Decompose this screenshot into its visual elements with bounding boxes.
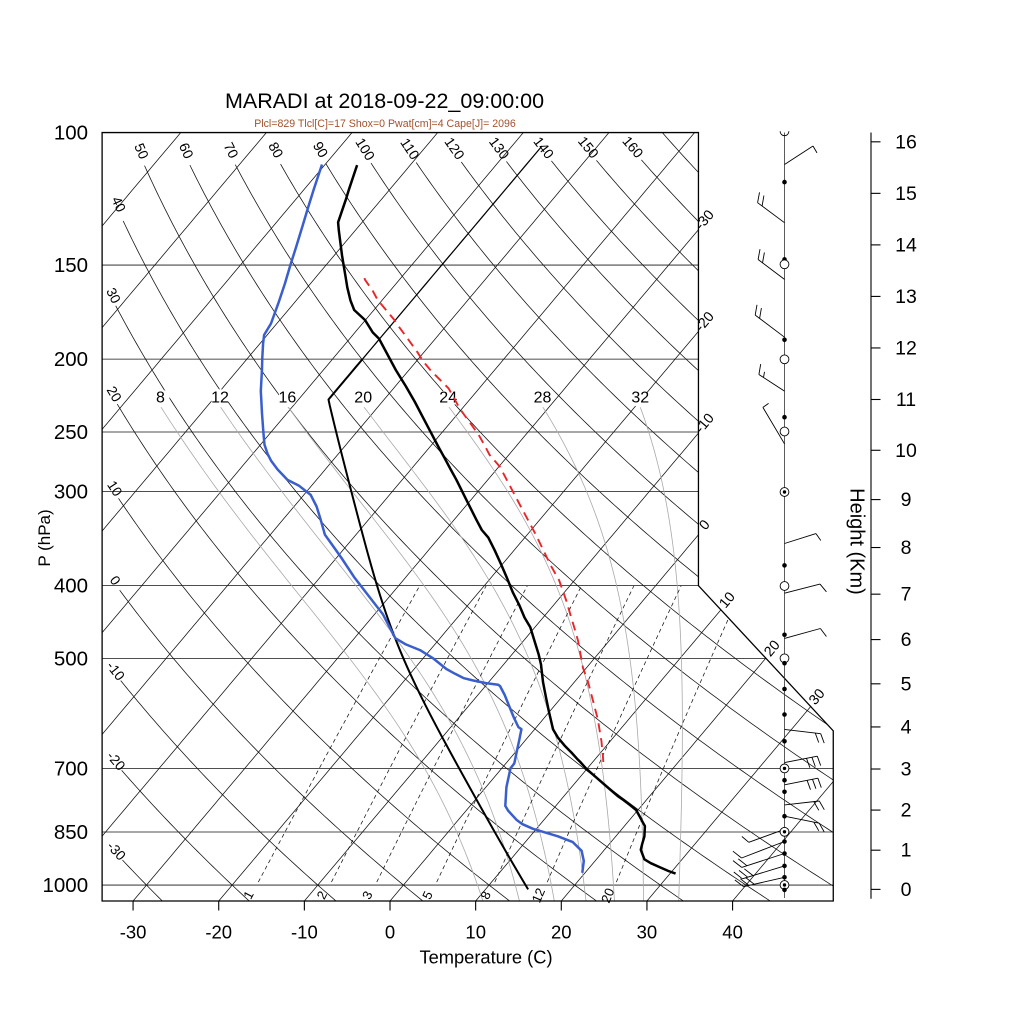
svg-text:60: 60 (176, 140, 197, 161)
svg-text:850: 850 (54, 821, 88, 844)
svg-text:15: 15 (895, 183, 917, 205)
svg-text:200: 200 (54, 348, 88, 371)
svg-text:40: 40 (722, 922, 743, 943)
svg-text:16: 16 (895, 131, 917, 153)
svg-text:30: 30 (637, 922, 658, 943)
svg-text:20: 20 (104, 384, 125, 405)
svg-text:13: 13 (895, 286, 917, 308)
svg-text:20: 20 (551, 922, 572, 943)
svg-text:Temperature (C): Temperature (C) (419, 947, 552, 968)
svg-text:9: 9 (901, 489, 912, 511)
svg-text:8: 8 (156, 389, 165, 406)
svg-text:3: 3 (901, 759, 912, 781)
svg-text:MARADI at 2018-09-22_09:00:00: MARADI at 2018-09-22_09:00:00 (225, 89, 544, 113)
svg-text:40: 40 (109, 194, 129, 214)
svg-text:300: 300 (54, 481, 88, 504)
svg-text:12: 12 (529, 886, 548, 905)
svg-text:10: 10 (465, 922, 486, 943)
svg-text:250: 250 (54, 421, 88, 444)
svg-text:0: 0 (901, 879, 912, 901)
svg-text:16: 16 (279, 389, 297, 406)
svg-text:28: 28 (534, 389, 552, 406)
svg-text:5: 5 (901, 673, 912, 695)
svg-text:70: 70 (221, 140, 242, 161)
svg-text:12: 12 (211, 389, 229, 406)
svg-text:24: 24 (439, 389, 457, 406)
svg-text:14: 14 (895, 234, 917, 256)
svg-text:1000: 1000 (42, 874, 88, 897)
svg-text:-20: -20 (205, 922, 232, 943)
svg-text:90: 90 (310, 139, 332, 161)
svg-text:32: 32 (631, 389, 649, 406)
svg-text:1: 1 (901, 840, 912, 862)
svg-text:10: 10 (104, 478, 125, 499)
svg-text:2: 2 (901, 800, 912, 822)
svg-text:30: 30 (103, 285, 123, 306)
svg-text:7: 7 (901, 584, 912, 606)
svg-text:500: 500 (54, 647, 88, 670)
svg-text:400: 400 (54, 575, 88, 598)
svg-text:P (hPa): P (hPa) (35, 509, 54, 566)
svg-text:4: 4 (901, 716, 912, 738)
svg-text:-10: -10 (291, 922, 318, 943)
svg-text:700: 700 (54, 757, 88, 780)
svg-text:12: 12 (895, 338, 917, 360)
svg-text:50: 50 (131, 141, 152, 162)
svg-text:8: 8 (901, 537, 912, 559)
svg-text:150: 150 (54, 254, 88, 277)
svg-text:6: 6 (901, 629, 912, 651)
svg-text:10: 10 (895, 440, 917, 462)
svg-text:20: 20 (598, 886, 617, 905)
svg-text:100: 100 (54, 122, 88, 145)
svg-text:Plcl=829 Tlcl[C]=17 Shox=0 Pwa: Plcl=829 Tlcl[C]=17 Shox=0 Pwat[cm]=4 Ca… (254, 118, 516, 130)
svg-text:20: 20 (354, 389, 372, 406)
svg-text:Height (Km): Height (Km) (846, 488, 868, 595)
svg-text:11: 11 (896, 389, 916, 411)
svg-text:80: 80 (265, 139, 287, 161)
svg-text:-30: -30 (120, 922, 147, 943)
svg-text:0: 0 (385, 922, 395, 943)
